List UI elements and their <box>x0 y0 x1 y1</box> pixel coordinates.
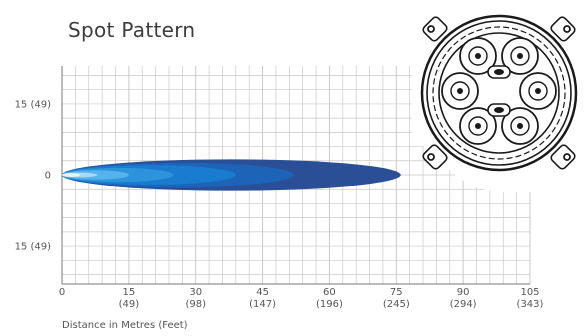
x-tick-label: 45 <box>256 287 269 298</box>
x-tick-sublabel: (245) <box>383 299 410 310</box>
chart-title: Spot Pattern <box>68 18 196 42</box>
x-tick-sublabel: (98) <box>185 299 206 310</box>
x-tick-label: 75 <box>390 287 403 298</box>
x-tick-label: 15 <box>122 287 135 298</box>
lamp-front-view-icon <box>412 14 588 192</box>
axis-ticks: 0 15(49) 30(98) 45(147) 60(196) 75(245) 90(294… <box>15 99 544 310</box>
x-tick-sublabel: (147) <box>249 299 276 310</box>
x-axis-title: Distance in Metres (Feet) <box>62 320 188 331</box>
x-tick-sublabel: (343) <box>517 299 544 310</box>
x-tick-sublabel: (294) <box>450 299 477 310</box>
beam-pattern <box>62 159 401 191</box>
x-tick-sublabel: (49) <box>119 299 140 310</box>
x-tick-label: 90 <box>457 287 470 298</box>
x-tick-label: 30 <box>189 287 202 298</box>
y-tick-label: 15 (49) <box>15 242 52 253</box>
x-tick-label: 60 <box>323 287 336 298</box>
x-tick-label: 0 <box>59 287 65 298</box>
beam-contour <box>62 173 80 177</box>
x-tick-label: 105 <box>520 287 539 298</box>
y-tick-label: 15 (49) <box>15 99 52 110</box>
x-tick-sublabel: (196) <box>316 299 343 310</box>
y-tick-label: 0 <box>45 171 51 182</box>
